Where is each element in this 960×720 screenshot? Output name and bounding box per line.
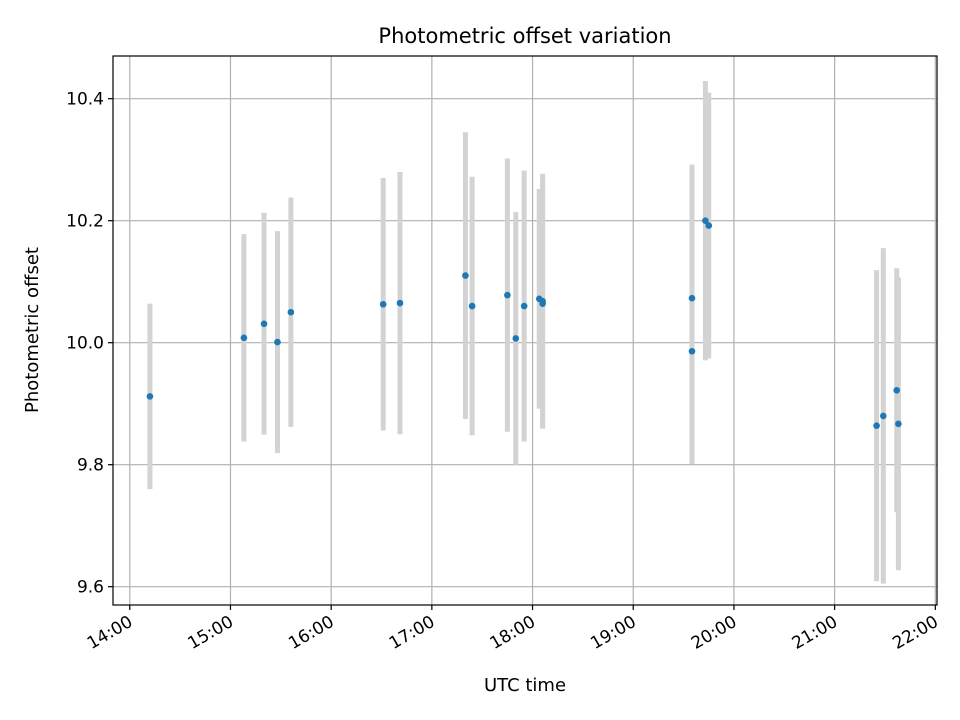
data-points [146, 217, 902, 429]
y-tick-label: 10.0 [66, 334, 104, 354]
data-point [895, 420, 902, 428]
data-point [879, 412, 887, 420]
chart-title: Photometric offset variation [378, 24, 671, 48]
data-point [688, 347, 696, 355]
data-point [705, 222, 713, 229]
y-tick-label: 10.2 [66, 212, 104, 232]
data-point [512, 335, 520, 342]
y-tick-label: 9.8 [77, 456, 104, 476]
data-point [240, 334, 248, 342]
data-point [504, 291, 511, 299]
y-tick-label: 10.4 [66, 90, 104, 110]
data-point [396, 299, 404, 307]
data-point [260, 320, 268, 328]
data-point [688, 294, 696, 302]
y-axis-label: Photometric offset [22, 247, 43, 413]
data-point [873, 422, 880, 429]
y-axis-ticks: 9.6 9.8 10.0 10.2 10.4 [66, 90, 113, 598]
y-tick-label: 9.6 [77, 578, 104, 598]
data-point [520, 302, 528, 310]
x-axis-label: UTC time [484, 675, 566, 696]
data-point [379, 300, 387, 308]
data-point [702, 217, 709, 224]
data-point [893, 386, 901, 394]
plot-frame [112, 55, 938, 606]
data-point [539, 300, 546, 307]
data-point [287, 308, 295, 316]
data-point [146, 393, 154, 400]
data-point [468, 302, 476, 310]
data-point [274, 338, 281, 346]
data-point [462, 272, 469, 279]
